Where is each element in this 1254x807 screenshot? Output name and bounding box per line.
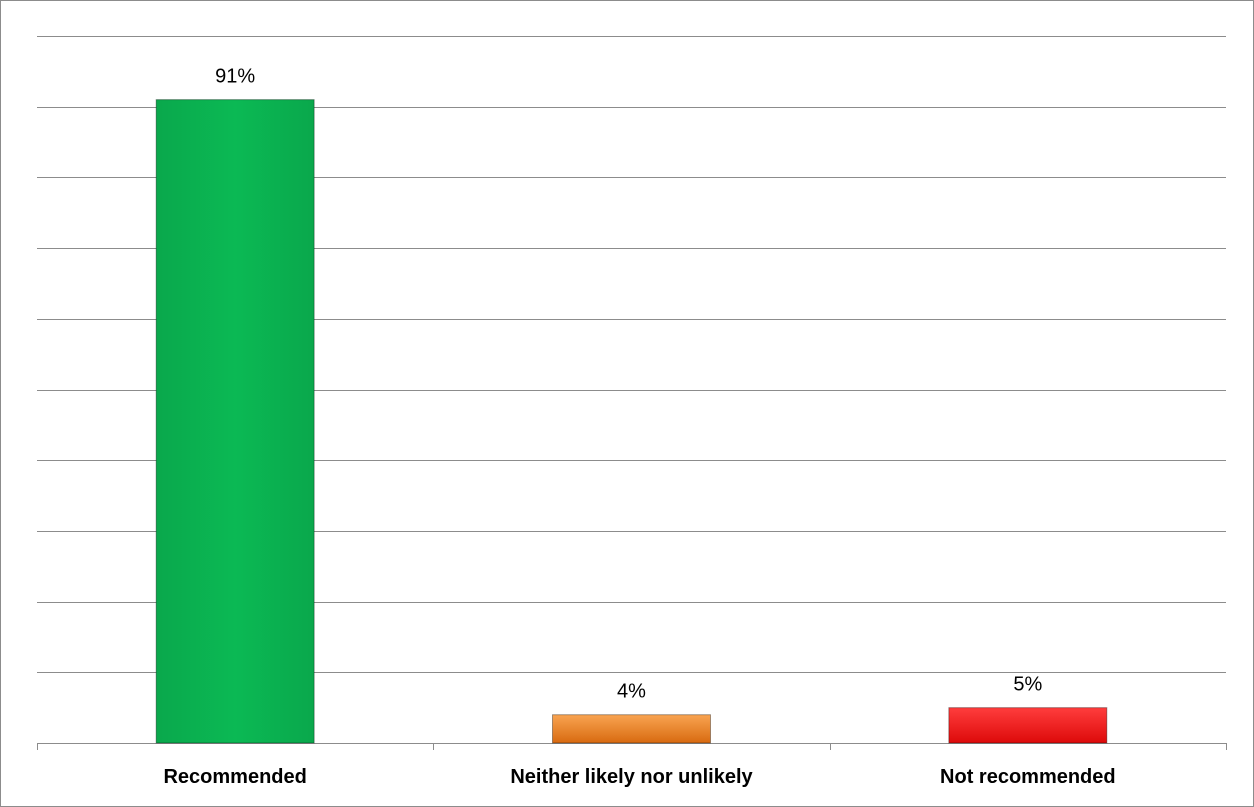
data-label: 4%: [617, 681, 646, 703]
category-label: Neither likely nor unlikely: [510, 766, 753, 788]
data-label: 5%: [1013, 674, 1042, 696]
bar-not-recommended: [948, 707, 1108, 744]
bar-recommended: [155, 99, 315, 744]
data-label: 91%: [215, 66, 255, 88]
bars: [155, 99, 1108, 744]
x-axis: [37, 743, 1227, 750]
bar-neither-likely-nor-unlikely: [552, 714, 711, 744]
category-labels: Recommended Neither likely nor unlikely No…: [163, 766, 1115, 788]
category-label: Not recommended: [940, 766, 1116, 788]
data-labels: 91% 4% 5%: [215, 66, 1042, 703]
category-label: Recommended: [163, 766, 306, 788]
